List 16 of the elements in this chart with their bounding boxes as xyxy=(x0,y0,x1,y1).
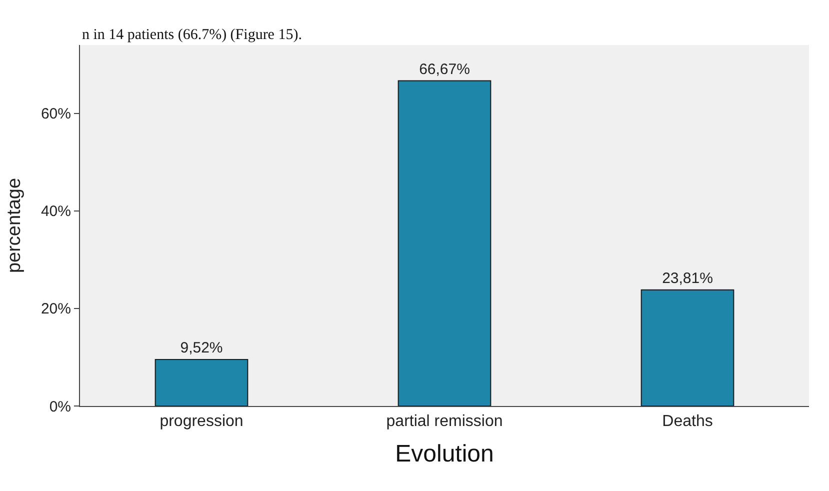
text: n in 14 patients (66.7%) (Figure 15). xyxy=(82,27,302,43)
x-tick-label: progression xyxy=(160,413,244,430)
bar xyxy=(640,289,734,406)
x-tick-label: partial remission xyxy=(386,413,503,430)
y-tick-label: 60% xyxy=(40,106,71,123)
y-tick-label: 0% xyxy=(49,398,71,416)
y-tick-label: 20% xyxy=(40,300,71,318)
data-label: 23,81% xyxy=(662,270,713,287)
bar xyxy=(154,359,248,406)
data-label: 66,67% xyxy=(419,60,470,78)
data-label: 9,52% xyxy=(180,340,223,357)
y-tick-label: 40% xyxy=(40,203,71,220)
y-axis-title: percentage xyxy=(4,178,25,274)
x-axis-title: Evolution xyxy=(395,440,494,468)
x-tick-label: Deaths xyxy=(662,413,713,430)
bar xyxy=(398,80,492,406)
